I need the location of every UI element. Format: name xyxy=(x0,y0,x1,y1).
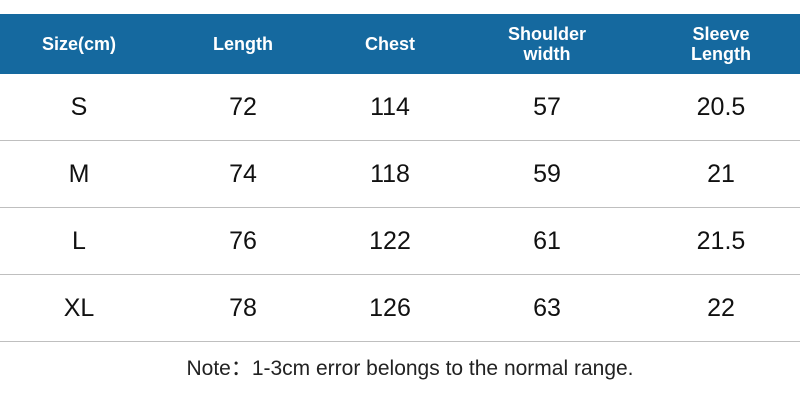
table-cell: 118 xyxy=(370,159,410,188)
table-cell: 72 xyxy=(229,92,257,121)
table-cell: 59 xyxy=(533,159,561,188)
note: Note：1-3cm error belongs to the normal r… xyxy=(186,357,634,380)
table-cell: 78 xyxy=(229,293,257,322)
table-cell: 21 xyxy=(707,159,735,188)
table-cell: 114 xyxy=(370,92,410,121)
table-cell: 126 xyxy=(369,293,411,322)
header-cell: Sleeve Length xyxy=(691,24,751,64)
table-cell: 22 xyxy=(707,293,735,322)
header-row: Size(cm) Length Chest Shoulder width Sleeve … xyxy=(0,14,800,74)
table-cell: S xyxy=(70,92,88,121)
table-row: XL 78 126 63 22 xyxy=(0,275,800,342)
table-row: L 76 122 61 21.5 xyxy=(0,208,800,275)
header-cell: Size(cm) xyxy=(41,34,117,54)
header-cell: Length xyxy=(213,34,273,54)
table-row: S 72 114 57 20.5 xyxy=(0,74,800,141)
table-cell: 20.5 xyxy=(696,92,746,121)
table-cell: 63 xyxy=(533,293,561,322)
header-cell: Shoulder width xyxy=(507,24,586,64)
table-cell: XL xyxy=(63,293,95,322)
table-row: M 74 118 59 21 xyxy=(0,141,800,208)
table-cell: 61 xyxy=(533,226,561,255)
header-cell: Chest xyxy=(364,34,415,54)
table-cell: 21.5 xyxy=(696,226,746,255)
table-cell: 74 xyxy=(229,159,257,188)
table-cell: 122 xyxy=(369,226,411,255)
table-cell: L xyxy=(72,226,86,255)
table-cell: M xyxy=(68,159,90,188)
table-cell: 57 xyxy=(533,92,561,121)
table-cell: 76 xyxy=(229,226,257,255)
size-table: Size(cm) Length Chest Shoulder width Sleeve … xyxy=(0,14,800,342)
table-body: S 72 114 57 20.5 M 74 118 59 21 L 76 122 61 21.5 XL 78 12… xyxy=(0,74,800,342)
